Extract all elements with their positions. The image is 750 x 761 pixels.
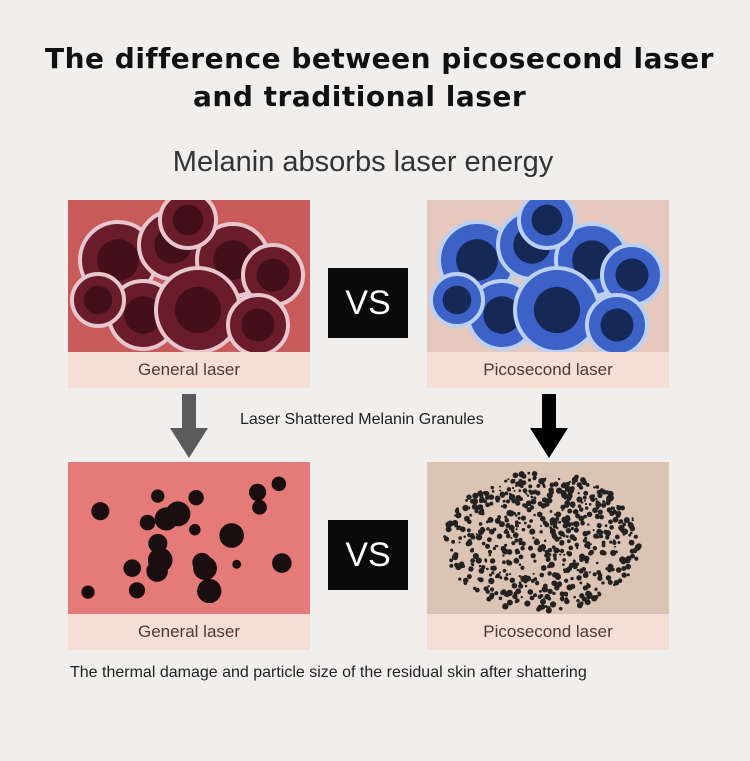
melanin-granule — [151, 489, 165, 503]
title-line-1: The difference between picosecond laser — [45, 42, 714, 75]
melanin-granule — [252, 499, 267, 515]
vs-badge: VS — [328, 268, 408, 338]
melanin-granule — [197, 578, 222, 604]
melanin-granule — [188, 490, 204, 506]
title-line-2: and traditional laser — [193, 80, 527, 113]
middle-caption: Laser Shattered Melanin Granules — [240, 411, 484, 428]
melanin-granule — [193, 556, 217, 581]
vs-badge-2: VS — [328, 520, 408, 590]
footer-caption: The thermal damage and particle size of … — [70, 664, 587, 681]
melanin-granule — [147, 547, 173, 573]
subtitle: Melanin absorbs laser energy — [172, 146, 554, 178]
melanin-granule — [189, 523, 201, 536]
melanin-granule — [91, 502, 110, 521]
black-down-arrow-icon — [530, 394, 568, 458]
picosecond-laser-granules-image — [427, 462, 669, 615]
picosecond-laser-label: Picosecond laser — [427, 352, 669, 388]
general-laser-label: General laser — [68, 352, 310, 388]
melanin-granule — [123, 559, 142, 577]
melanin-granule — [248, 483, 267, 501]
melanin-granule — [139, 514, 156, 531]
melanin-granule — [232, 559, 242, 569]
melanin-granule — [272, 553, 292, 573]
picosecond-laser-label-2: Picosecond laser — [427, 614, 669, 650]
gray-down-arrow-icon — [170, 394, 208, 458]
melanin-granule — [128, 582, 146, 599]
picosecond-laser-cells-image — [427, 200, 669, 353]
melanin-granule — [81, 585, 95, 599]
melanin-granule — [148, 533, 168, 553]
melanin-granule — [219, 523, 244, 548]
melanin-granule — [165, 501, 191, 527]
general-laser-cells-image — [68, 200, 310, 353]
general-laser-label-2: General laser — [68, 614, 310, 650]
melanin-granule — [271, 476, 287, 492]
general-laser-granules-image — [68, 462, 310, 615]
